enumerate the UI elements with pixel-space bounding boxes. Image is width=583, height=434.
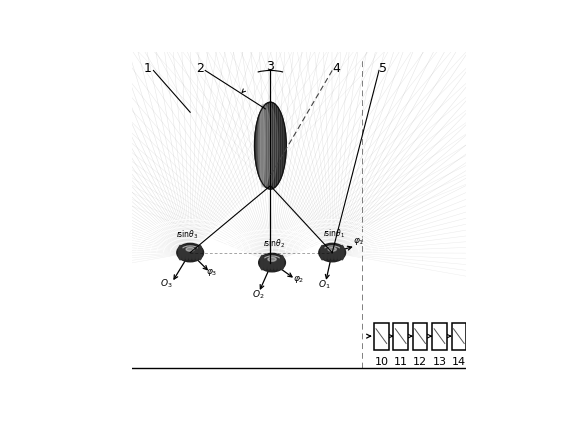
Text: $r\!\sin\!\theta_2$: $r\!\sin\!\theta_2$	[262, 237, 285, 250]
Ellipse shape	[273, 255, 278, 270]
Ellipse shape	[328, 247, 336, 251]
Text: $\varphi_2$: $\varphi_2$	[293, 274, 304, 285]
Ellipse shape	[258, 105, 271, 187]
Text: $r\!\sin\!\theta_3$: $r\!\sin\!\theta_3$	[175, 229, 198, 241]
Ellipse shape	[260, 105, 265, 187]
Ellipse shape	[192, 245, 195, 260]
Text: $\varphi_1$: $\varphi_1$	[353, 236, 364, 247]
Ellipse shape	[185, 245, 189, 260]
Ellipse shape	[256, 105, 278, 187]
Ellipse shape	[260, 255, 264, 270]
Ellipse shape	[188, 245, 192, 260]
Bar	[374, 323, 389, 349]
Ellipse shape	[277, 255, 281, 270]
Text: $O_2$: $O_2$	[252, 289, 265, 301]
Ellipse shape	[178, 245, 182, 260]
Ellipse shape	[264, 255, 268, 270]
Text: 1: 1	[144, 62, 152, 75]
Ellipse shape	[181, 245, 185, 260]
Text: 5: 5	[379, 62, 387, 75]
Bar	[413, 323, 427, 349]
Text: $\varphi_3$: $\varphi_3$	[206, 267, 217, 278]
Text: $O_3$: $O_3$	[160, 277, 173, 289]
Text: 2: 2	[196, 62, 204, 75]
Ellipse shape	[266, 255, 271, 270]
Bar	[394, 323, 408, 349]
Bar	[451, 323, 466, 349]
Text: 3: 3	[266, 59, 275, 72]
Bar	[432, 323, 447, 349]
Ellipse shape	[319, 243, 346, 262]
Ellipse shape	[324, 245, 328, 260]
Text: $r\!\sin\!\theta_1$: $r\!\sin\!\theta_1$	[323, 227, 345, 240]
Text: $O_1$: $O_1$	[318, 279, 330, 291]
Text: 12: 12	[413, 357, 427, 367]
Ellipse shape	[337, 245, 341, 260]
Ellipse shape	[268, 257, 276, 261]
Ellipse shape	[280, 255, 284, 270]
Ellipse shape	[195, 245, 199, 260]
Ellipse shape	[270, 255, 274, 270]
Ellipse shape	[327, 245, 331, 260]
Ellipse shape	[255, 102, 286, 189]
Text: 11: 11	[394, 357, 408, 367]
Ellipse shape	[330, 245, 334, 260]
Ellipse shape	[333, 245, 338, 260]
Ellipse shape	[198, 245, 202, 260]
Text: 4: 4	[332, 62, 340, 75]
Ellipse shape	[259, 253, 286, 272]
Ellipse shape	[186, 247, 194, 251]
Ellipse shape	[340, 245, 344, 260]
Ellipse shape	[177, 243, 203, 262]
Text: 10: 10	[374, 357, 388, 367]
Ellipse shape	[320, 245, 324, 260]
Text: 13: 13	[433, 357, 447, 367]
Text: 14: 14	[452, 357, 466, 367]
